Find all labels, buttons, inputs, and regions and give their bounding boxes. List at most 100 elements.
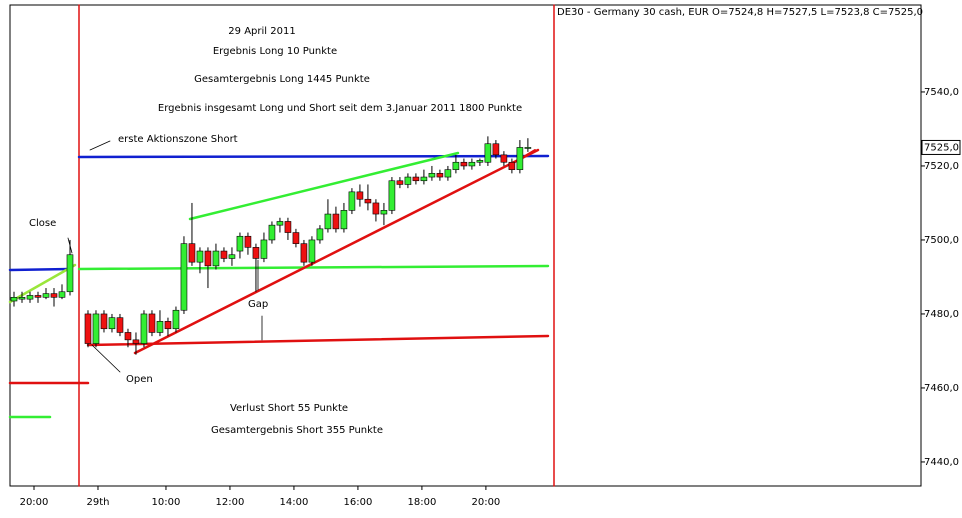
candle-body <box>420 176 428 182</box>
candle-body <box>58 291 66 298</box>
candle-body <box>484 143 492 163</box>
candle-body <box>292 232 300 244</box>
annotation: Close <box>29 218 56 229</box>
annotation: Gesamtergebnis Short 355 Punkte <box>211 425 383 436</box>
level-line <box>77 154 550 159</box>
candle-body <box>412 176 420 182</box>
candle-body <box>100 313 108 330</box>
x-tick-label: 20:00 <box>20 497 49 508</box>
candle-body <box>66 254 74 293</box>
x-tick-label: 14:00 <box>280 497 309 508</box>
candle-body <box>252 247 260 259</box>
candle-body <box>212 250 220 267</box>
candle-body <box>18 296 26 300</box>
candle-body <box>300 243 308 263</box>
candle-body <box>10 296 18 302</box>
candle-body <box>468 161 476 167</box>
candle-body <box>524 147 532 149</box>
trend-line <box>188 151 460 221</box>
candle-body <box>444 169 452 178</box>
candle-body <box>236 235 244 252</box>
x-tick-label: 16:00 <box>344 497 373 508</box>
candle-body <box>332 213 340 230</box>
candle-body <box>268 224 276 241</box>
candle-body <box>372 202 380 215</box>
annotation: erste Aktionszone Short <box>118 134 238 145</box>
y-tick-label: 7500,0 <box>924 235 959 246</box>
annotation: Verlust Short 55 Punkte <box>230 403 348 414</box>
annotation: 29 April 2011 <box>228 26 295 37</box>
y-tick-label: 7540,0 <box>924 87 959 98</box>
annotation: Ergebnis insgesamt Long und Short seit d… <box>158 103 522 114</box>
x-tick-label: 10:00 <box>152 497 181 508</box>
candle-body <box>124 332 132 341</box>
candle-body <box>180 243 188 311</box>
candle-body <box>50 293 58 298</box>
level-line <box>77 264 550 271</box>
last-price-label: 7525,0 <box>924 142 959 153</box>
annotation: Gesamtergebnis Long 1445 Punkte <box>194 74 370 85</box>
candle-body <box>316 228 324 241</box>
candle-body <box>132 339 140 344</box>
candle-body <box>244 235 252 248</box>
candle-body <box>428 173 436 178</box>
leader-line <box>89 140 111 151</box>
candle-body <box>164 321 172 330</box>
x-tick-label: 12:00 <box>216 497 245 508</box>
candle-body <box>516 147 524 170</box>
candle-body <box>324 213 332 230</box>
candle-body <box>508 161 516 170</box>
x-tick-label: 20:00 <box>471 497 500 508</box>
candle-body <box>140 313 148 344</box>
candle-body <box>34 295 42 298</box>
level-line <box>86 334 550 347</box>
candle-body <box>500 154 508 163</box>
candle-body <box>452 161 460 170</box>
candle-body <box>148 313 156 333</box>
candle-body <box>108 317 116 330</box>
candle-body <box>42 293 50 298</box>
candle-body <box>172 309 180 330</box>
candle-body <box>364 198 372 204</box>
leader-line <box>91 344 121 373</box>
y-tick-label: 7460,0 <box>924 383 959 394</box>
y-tick-label: 7520,0 <box>924 161 959 172</box>
candle-body <box>220 250 228 259</box>
y-tick-label: 7480,0 <box>924 309 959 320</box>
candle-body <box>116 317 124 333</box>
candle-body <box>284 221 292 233</box>
candle-body <box>228 254 236 259</box>
candle-body <box>476 160 484 163</box>
candle-body <box>460 161 468 167</box>
x-tick-label: 29th <box>86 497 109 508</box>
candle-body <box>204 250 212 267</box>
chart-title: DE30 - Germany 30 cash, EUR O=7524,8 H=7… <box>557 7 923 18</box>
candle-body <box>388 180 396 211</box>
plot-area <box>9 4 922 487</box>
candle-body <box>380 210 388 215</box>
y-tick-label: 7440,0 <box>924 457 959 468</box>
candle-body <box>84 313 92 344</box>
candle-body <box>348 191 356 211</box>
x-tick-label: 18:00 <box>407 497 436 508</box>
level-line <box>8 267 72 272</box>
trend-line <box>8 263 77 304</box>
trend-line <box>133 148 540 355</box>
candle-body <box>396 180 404 185</box>
annotation: Open <box>126 374 153 385</box>
annotation: Gap <box>248 299 268 310</box>
candle-body <box>196 250 204 263</box>
candle-body <box>436 173 444 178</box>
last-price-box <box>921 139 961 155</box>
candle-body <box>156 321 164 333</box>
candle-body <box>26 295 34 300</box>
candle-body <box>356 191 364 200</box>
candle-body <box>276 221 284 226</box>
candle-body <box>404 176 412 185</box>
candle-body <box>92 313 100 344</box>
candle-body <box>340 210 348 230</box>
candle-body <box>188 243 196 263</box>
annotation: Ergebnis Long 10 Punkte <box>213 46 337 57</box>
candle-body <box>308 239 316 263</box>
